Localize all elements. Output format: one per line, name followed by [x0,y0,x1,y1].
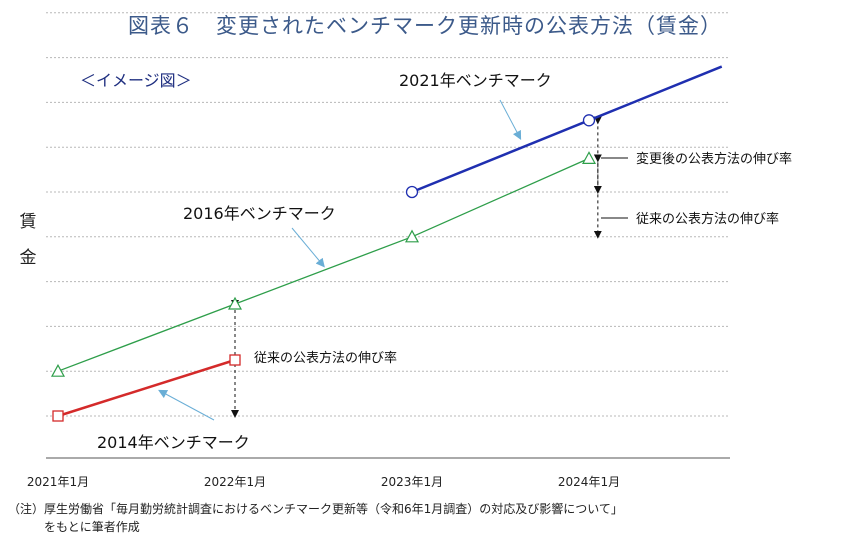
chart-subtitle: ＜イメージ図＞ [80,71,192,90]
data-point-square [229,354,241,366]
y-axis-label: 賃金 [14,204,42,276]
data-point-circle [582,114,596,127]
series-line [57,358,236,418]
growth-annotation-label: 変更後の公表方法の伸び率 [636,151,792,167]
data-point-triangle [581,151,597,164]
y-axis-label-text: 賃金 [14,204,42,276]
series-lines [50,65,723,422]
growth-annotation-label: 従来の公表方法の伸び率 [636,211,779,227]
data-point-square [52,410,64,422]
series-label-pointer [499,99,522,140]
x-tick-label: 2024年1月 [558,475,620,489]
x-tick-label: 2023年1月 [381,475,443,489]
y-axis-label-char: 賃 [19,212,37,232]
series-label-pointer [291,227,325,268]
series-label-pointer [158,389,215,421]
chart-title: 図表６ 変更されたベンチマーク更新時の公表方法（賃金） [128,14,722,38]
footnote-line-1: （注）厚生労働省「毎月勤労統計調査におけるベンチマーク更新等（令和6年1月調査）… [8,502,623,516]
data-point-triangle [50,363,66,377]
series-line [57,157,590,372]
grid-lines [46,12,730,417]
growth-annotation-label: 従来の公表方法の伸び率 [254,350,397,366]
footnote-line-2: をもとに筆者作成 [44,520,140,534]
series-name-label: 2021年ベンチマーク [399,71,552,90]
data-point-circle [405,185,419,199]
footnote: （注）厚生労働省「毎月勤労統計調査におけるベンチマーク更新等（令和6年1月調査）… [8,500,623,536]
x-tick-label: 2022年1月 [204,475,266,489]
data-point-triangle [404,229,420,243]
x-tick-labels: 2021年1月 2022年1月 2023年1月 2024年1月 [27,475,620,489]
x-tick-label: 2021年1月 [27,475,89,489]
y-axis-label-char: 金 [19,248,37,268]
data-point-triangle [227,296,243,310]
series-name-label: 2014年ベンチマーク [97,433,250,452]
series-labels: 2014年ベンチマーク 2016年ベンチマーク 2021年ベンチマーク [97,71,552,452]
series-name-label: 2016年ベンチマーク [183,204,336,223]
